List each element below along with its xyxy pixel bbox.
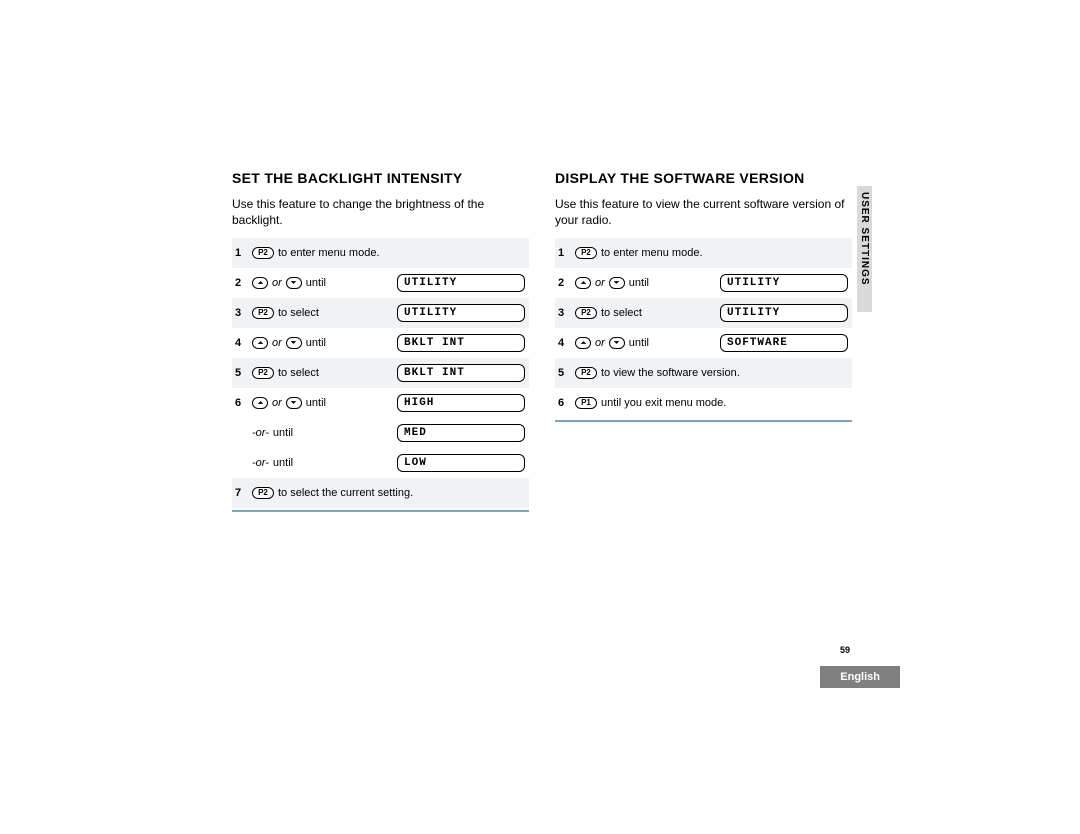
lcd-display: UTILITY	[397, 304, 525, 322]
step-text: to select	[278, 367, 319, 379]
p2-button-icon: P2	[252, 247, 274, 259]
step-text: until	[306, 277, 326, 289]
section-tab: USER SETTINGS	[857, 186, 872, 312]
left-title: SET THE BACKLIGHT INTENSITY	[232, 170, 529, 186]
lcd-display: LOW	[397, 454, 525, 472]
p2-button-icon: P2	[575, 307, 597, 319]
manual-page: SET THE BACKLIGHT INTENSITY Use this fea…	[232, 170, 852, 512]
lcd-display: SOFTWARE	[720, 334, 848, 352]
page-number: 59	[840, 645, 850, 655]
step-row: 3 P2 to select UTILITY	[555, 298, 852, 328]
step-row: 1 P2 to enter menu mode.	[555, 238, 852, 268]
step-row: 2 or until UTILITY	[555, 268, 852, 298]
step-text: until you exit menu mode.	[601, 397, 726, 409]
down-arrow-icon	[286, 397, 302, 409]
right-desc: Use this feature to view the current sof…	[555, 196, 852, 228]
table-rule	[232, 510, 529, 512]
step-number: 1	[555, 247, 575, 259]
step-number: 2	[555, 277, 575, 289]
up-arrow-icon	[575, 337, 591, 349]
right-column: DISPLAY THE SOFTWARE VERSION Use this fe…	[555, 170, 852, 512]
step-row: 6 or until HIGH	[232, 388, 529, 418]
or-until-label: -or-	[252, 427, 269, 439]
left-steps: 1 P2 to enter menu mode. 2 or until UTIL…	[232, 238, 529, 512]
or-until-label: -or-	[252, 457, 269, 469]
step-row: 2 or until UTILITY	[232, 268, 529, 298]
step-number: 5	[555, 367, 575, 379]
language-tab: English	[820, 666, 900, 688]
step-text: to enter menu mode.	[278, 247, 380, 259]
step-number: 4	[232, 337, 252, 349]
step-number: 6	[555, 397, 575, 409]
step-number: 3	[232, 307, 252, 319]
step-number: 4	[555, 337, 575, 349]
up-arrow-icon	[575, 277, 591, 289]
p2-button-icon: P2	[252, 487, 274, 499]
step-text: to select	[278, 307, 319, 319]
p2-button-icon: P2	[575, 247, 597, 259]
lcd-display: HIGH	[397, 394, 525, 412]
step-text: until	[629, 277, 649, 289]
step-number: 3	[555, 307, 575, 319]
language-label: English	[840, 671, 880, 683]
lcd-display: UTILITY	[720, 274, 848, 292]
step-row: -or- until MED	[232, 418, 529, 448]
down-arrow-icon	[609, 277, 625, 289]
or-label: or	[272, 277, 282, 289]
step-row: 6 P1 until you exit menu mode.	[555, 388, 852, 418]
p2-button-icon: P2	[575, 367, 597, 379]
step-number: 5	[232, 367, 252, 379]
step-row: 1 P2 to enter menu mode.	[232, 238, 529, 268]
or-label: or	[272, 337, 282, 349]
p2-button-icon: P2	[252, 367, 274, 379]
step-row: 5 P2 to view the software version.	[555, 358, 852, 388]
p2-button-icon: P2	[252, 307, 274, 319]
section-tab-label: USER SETTINGS	[859, 186, 870, 286]
step-text: until	[273, 427, 293, 439]
up-arrow-icon	[252, 277, 268, 289]
step-row: -or- until LOW	[232, 448, 529, 478]
lcd-display: MED	[397, 424, 525, 442]
left-column: SET THE BACKLIGHT INTENSITY Use this fea…	[232, 170, 529, 512]
p1-button-icon: P1	[575, 397, 597, 409]
down-arrow-icon	[609, 337, 625, 349]
right-steps: 1 P2 to enter menu mode. 2 or until UTIL…	[555, 238, 852, 422]
lcd-display: UTILITY	[720, 304, 848, 322]
step-text: until	[306, 397, 326, 409]
step-number: 1	[232, 247, 252, 259]
lcd-display: BKLT INT	[397, 334, 525, 352]
step-number: 2	[232, 277, 252, 289]
right-title: DISPLAY THE SOFTWARE VERSION	[555, 170, 852, 186]
step-row: 4 or until BKLT INT	[232, 328, 529, 358]
lcd-display: UTILITY	[397, 274, 525, 292]
up-arrow-icon	[252, 337, 268, 349]
lcd-display: BKLT INT	[397, 364, 525, 382]
up-arrow-icon	[252, 397, 268, 409]
left-desc: Use this feature to change the brightnes…	[232, 196, 529, 228]
step-row: 3 P2 to select UTILITY	[232, 298, 529, 328]
step-text: until	[273, 457, 293, 469]
step-text: until	[629, 337, 649, 349]
step-text: to enter menu mode.	[601, 247, 703, 259]
step-number: 7	[232, 487, 252, 499]
or-label: or	[272, 397, 282, 409]
table-rule	[555, 420, 852, 422]
or-label: or	[595, 337, 605, 349]
step-number: 6	[232, 397, 252, 409]
step-text: until	[306, 337, 326, 349]
step-text: to select the current setting.	[278, 487, 413, 499]
step-row: 4 or until SOFTWARE	[555, 328, 852, 358]
step-text: to view the software version.	[601, 367, 740, 379]
or-label: or	[595, 277, 605, 289]
step-row: 5 P2 to select BKLT INT	[232, 358, 529, 388]
step-text: to select	[601, 307, 642, 319]
down-arrow-icon	[286, 277, 302, 289]
down-arrow-icon	[286, 337, 302, 349]
step-row: 7 P2 to select the current setting.	[232, 478, 529, 508]
